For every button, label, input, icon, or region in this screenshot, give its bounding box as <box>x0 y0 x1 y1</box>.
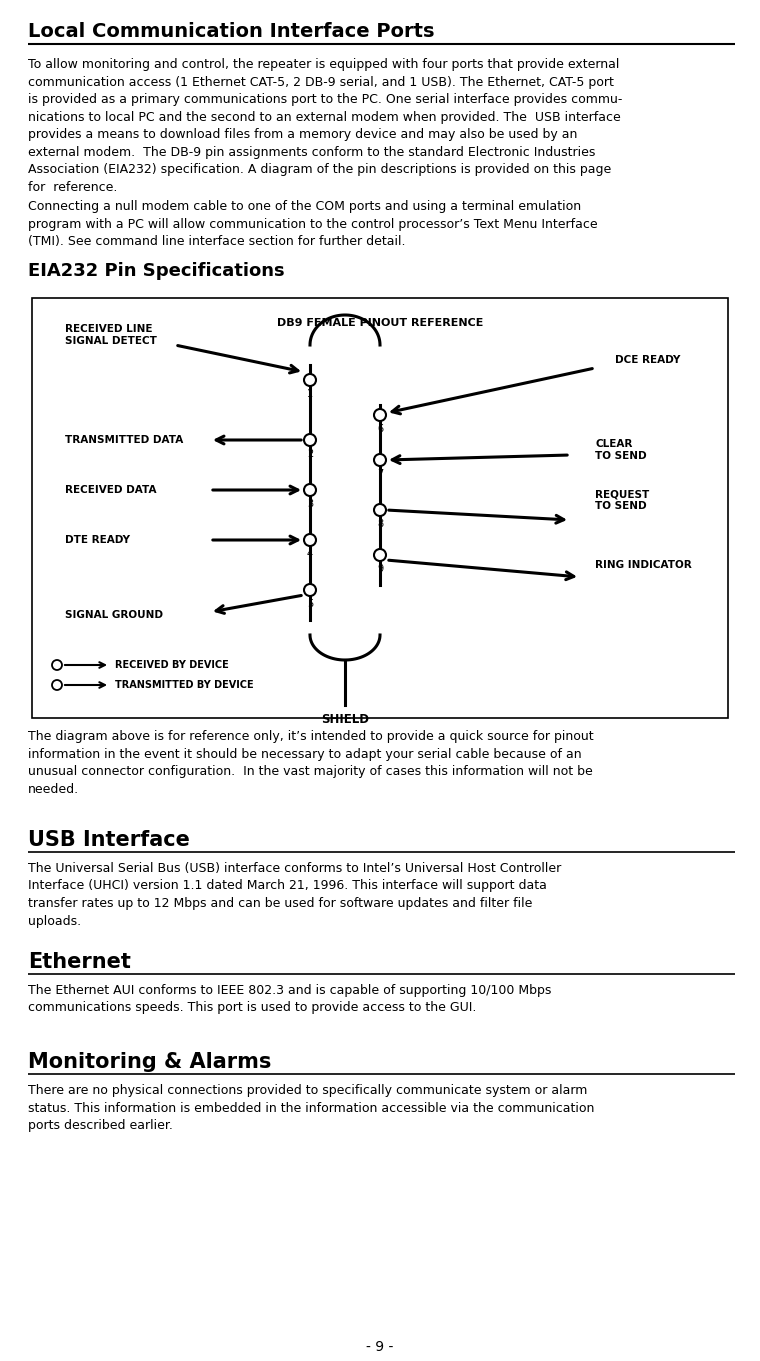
Text: 2: 2 <box>307 449 313 459</box>
Text: To allow monitoring and control, the repeater is equipped with four ports that p: To allow monitoring and control, the rep… <box>28 59 622 193</box>
Text: DCE READY: DCE READY <box>615 355 680 365</box>
Text: SHIELD: SHIELD <box>321 713 369 725</box>
Text: USB Interface: USB Interface <box>28 830 190 851</box>
Text: The Universal Serial Bus (USB) interface conforms to Intel’s Universal Host Cont: The Universal Serial Bus (USB) interface… <box>28 862 561 927</box>
Circle shape <box>304 434 316 446</box>
Bar <box>32 298 728 719</box>
Text: RECEIVED LINE
SIGNAL DETECT: RECEIVED LINE SIGNAL DETECT <box>65 324 157 346</box>
Text: 4: 4 <box>307 548 313 559</box>
Text: TRANSMITTED BY DEVICE: TRANSMITTED BY DEVICE <box>115 680 254 690</box>
Circle shape <box>374 504 386 516</box>
Circle shape <box>304 374 316 387</box>
Text: TRANSMITTED DATA: TRANSMITTED DATA <box>65 436 183 445</box>
Text: Connecting a null modem cable to one of the COM ports and using a terminal emula: Connecting a null modem cable to one of … <box>28 200 597 248</box>
Text: RECEIVED BY DEVICE: RECEIVED BY DEVICE <box>115 660 229 670</box>
Circle shape <box>52 660 62 670</box>
Circle shape <box>52 680 62 690</box>
Text: 3: 3 <box>307 499 313 509</box>
Circle shape <box>304 584 316 596</box>
Text: DB9 FEMALE PINOUT REFERENCE: DB9 FEMALE PINOUT REFERENCE <box>277 318 483 328</box>
Circle shape <box>374 410 386 421</box>
Text: Monitoring & Alarms: Monitoring & Alarms <box>28 1052 271 1072</box>
Text: 6: 6 <box>377 425 383 434</box>
Text: 8: 8 <box>377 519 383 529</box>
Text: Ethernet: Ethernet <box>28 951 131 972</box>
Circle shape <box>374 455 386 465</box>
Circle shape <box>374 548 386 561</box>
Text: Local Communication Interface Ports: Local Communication Interface Ports <box>28 22 435 41</box>
Text: DTE READY: DTE READY <box>65 535 130 544</box>
Text: EIA232 Pin Specifications: EIA232 Pin Specifications <box>28 263 285 280</box>
Text: 5: 5 <box>307 599 313 608</box>
Text: RING INDICATOR: RING INDICATOR <box>595 559 692 570</box>
Circle shape <box>304 485 316 495</box>
Circle shape <box>304 534 316 546</box>
Text: 1: 1 <box>307 389 313 399</box>
Text: RECEIVED DATA: RECEIVED DATA <box>65 485 157 495</box>
Text: REQUEST
TO SEND: REQUEST TO SEND <box>595 489 649 510</box>
Text: - 9 -: - 9 - <box>366 1341 394 1354</box>
Text: CLEAR
TO SEND: CLEAR TO SEND <box>595 440 647 461</box>
Text: The diagram above is for reference only, it’s intended to provide a quick source: The diagram above is for reference only,… <box>28 729 594 795</box>
Text: SIGNAL GROUND: SIGNAL GROUND <box>65 610 163 621</box>
Text: 9: 9 <box>377 563 383 574</box>
Text: The Ethernet AUI conforms to IEEE 802.3 and is capable of supporting 10/100 Mbps: The Ethernet AUI conforms to IEEE 802.3 … <box>28 984 551 1014</box>
Text: There are no physical connections provided to specifically communicate system or: There are no physical connections provid… <box>28 1083 594 1132</box>
Text: 7: 7 <box>377 470 383 479</box>
